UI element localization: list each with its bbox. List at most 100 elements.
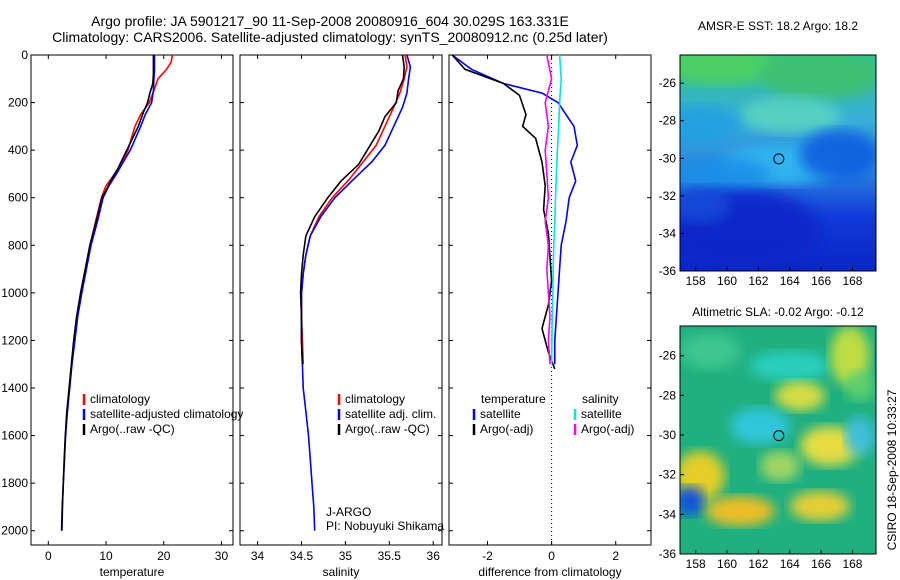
salinity-legend-item-label: climatology <box>345 392 405 406</box>
sst_map-xtick-label: 164 <box>780 274 800 288</box>
sst_map-ytick-label: -28 <box>659 114 677 128</box>
salinity-xtick-label: 35 <box>339 549 353 563</box>
temperature-xtick-label: 20 <box>157 549 171 563</box>
depth-tick-label: 200 <box>8 96 28 110</box>
sla-pattern <box>760 451 800 481</box>
sla-pattern <box>775 381 825 411</box>
depth-tick-label: 1600 <box>1 429 28 443</box>
difference-panel: -2 0 2 difference from climatology <box>448 54 652 579</box>
difference-xtick-label: 0 <box>548 549 555 563</box>
sla_map-ytick-label: -30 <box>659 428 677 442</box>
depth-tick-label: 600 <box>8 191 28 205</box>
salinity-xtick-label: 35.5 <box>378 549 402 563</box>
sla_map-ytick-label: -34 <box>659 507 677 521</box>
sst-map-title: AMSR-E SST: 18.2 Argo: 18.2 <box>697 19 859 33</box>
sst_map-argo-marker <box>773 153 785 165</box>
sla-pattern <box>680 333 740 369</box>
sst-pattern <box>680 187 730 223</box>
sst_map-ytick-label: -30 <box>659 151 677 165</box>
temperature-legend-item-label: satellite-adjusted climatology <box>90 407 243 421</box>
sst_map-xtick-label: 168 <box>842 274 862 288</box>
salinity-legend-item-label: Argo(..raw -QC) <box>345 422 430 436</box>
sst_map-ytick-label: -36 <box>659 264 677 278</box>
depth-tick-label: 1800 <box>1 476 28 490</box>
sst_map-ytick-label: -32 <box>659 189 677 203</box>
sla_map-xtick-label: 162 <box>748 557 768 571</box>
sla-pattern <box>845 371 875 401</box>
sla_map-xtick-label: 160 <box>717 557 737 571</box>
salinity-xtick-label: 34 <box>251 549 265 563</box>
sst_map-ytick-label: -34 <box>659 226 677 240</box>
sst_map-xtick-label: 166 <box>811 274 831 288</box>
sst_map-frame <box>679 54 877 272</box>
salinity-legend-item-label: satellite adj. clim. <box>345 407 436 421</box>
salinity-annotation-line-1: J-ARGO <box>326 505 371 519</box>
temperature-panel: 0 10 20 30 0 200 400 600 800 1000 1200 1400 1600 1800… <box>1 48 234 579</box>
salinity-series-1 <box>300 55 412 531</box>
depth-tick-label: 0 <box>21 48 28 62</box>
sst_map-xtick-label: 160 <box>717 274 737 288</box>
sla_map-xtick-label: 164 <box>780 557 800 571</box>
depth-tick-label: 800 <box>8 238 28 252</box>
salinity-panel: 34 34.5 35 35.5 36 salinity <box>239 54 443 579</box>
depth-tick-label: 400 <box>8 143 28 157</box>
sla_map-ytick-label: -32 <box>659 468 677 482</box>
sla_map-argo-marker <box>773 430 785 442</box>
difference-plot-frame <box>448 54 652 546</box>
sla_map-field <box>680 326 876 554</box>
salinity-xtick-label: 36 <box>427 549 441 563</box>
sla_map-ytick-label: -26 <box>659 349 677 363</box>
sla_map-xtick-label: 158 <box>686 557 706 571</box>
depth-tick-label: 2000 <box>1 524 28 538</box>
temperature-plot-frame <box>30 54 234 546</box>
depth-tick-label: 1400 <box>1 381 28 395</box>
sst-pattern <box>680 55 780 85</box>
sst_map-panel: 158 160 162 164 166 168 -26 -28 -30 -32 -34 -36 <box>659 54 877 288</box>
sla-map-title: Altimetric SLA: -0.02 Argo: -0.12 <box>692 305 864 319</box>
sla_map-frame <box>679 325 877 555</box>
sla_map-xtick-label: 168 <box>842 557 862 571</box>
difference-series-0 <box>451 55 579 365</box>
difference-xlabel: difference from climatology <box>478 565 621 579</box>
sst-pattern <box>680 157 770 193</box>
sla_map-xtick-label: 166 <box>811 557 831 571</box>
temperature-legend-item-label: Argo(..raw -QC) <box>90 422 175 436</box>
salinity-plot-frame <box>239 54 443 546</box>
difference-legend-item-label: satellite <box>581 407 622 421</box>
sla-pattern <box>845 416 875 456</box>
difference-legend-temperature-title: temperature <box>481 392 546 406</box>
sla-pattern <box>790 491 850 521</box>
difference-legend-item-label: Argo(-adj) <box>581 422 634 436</box>
sla-pattern <box>705 496 775 526</box>
temperature-legend-item-label: climatology <box>90 392 150 406</box>
salinity-xlabel: salinity <box>323 565 360 579</box>
chart-title-line-2: Climatology: CARS2006. Satellite-adjuste… <box>52 29 608 45</box>
chart-title-line-1: Argo profile: JA 5901217_90 11-Sep-2008 … <box>91 13 569 29</box>
sla_map-ytick-label: -36 <box>659 547 677 561</box>
sla_map-ytick-label: -28 <box>659 388 677 402</box>
difference-xtick-label: -2 <box>482 549 493 563</box>
sla_map-panel: 158 160 162 164 166 168 -26 -28 -30 -32 -34 -36 <box>659 325 877 571</box>
temperature-xlabel: temperature <box>100 565 165 579</box>
sst_map-xtick-label: 158 <box>686 274 706 288</box>
depth-tick-label: 1200 <box>1 333 28 347</box>
sst_map-field <box>680 55 876 271</box>
sst_map-xtick-label: 162 <box>748 274 768 288</box>
sst_map-ytick-label: -26 <box>659 76 677 90</box>
sla-pattern <box>730 408 790 444</box>
depth-tick-label: 1000 <box>1 286 28 300</box>
sla-pattern <box>680 486 705 516</box>
difference-legend: temperature salinitysatelliteArgo(-adj)sa… <box>472 392 634 436</box>
sst-pattern <box>760 55 876 100</box>
difference-series-3 <box>544 55 553 365</box>
temperature-xtick-label: 0 <box>45 549 52 563</box>
difference-legend-item-label: Argo(-adj) <box>480 422 533 436</box>
sst-pattern <box>800 130 876 180</box>
difference-legend-item-label: satellite <box>480 407 521 421</box>
temperature-series-2 <box>60 55 155 531</box>
footer-credit: CSIRO 18-Sep-2008 10:33:27 <box>885 389 899 551</box>
salinity-annotation-line-2: PI: Nobuyuki Shikama <box>326 519 444 533</box>
